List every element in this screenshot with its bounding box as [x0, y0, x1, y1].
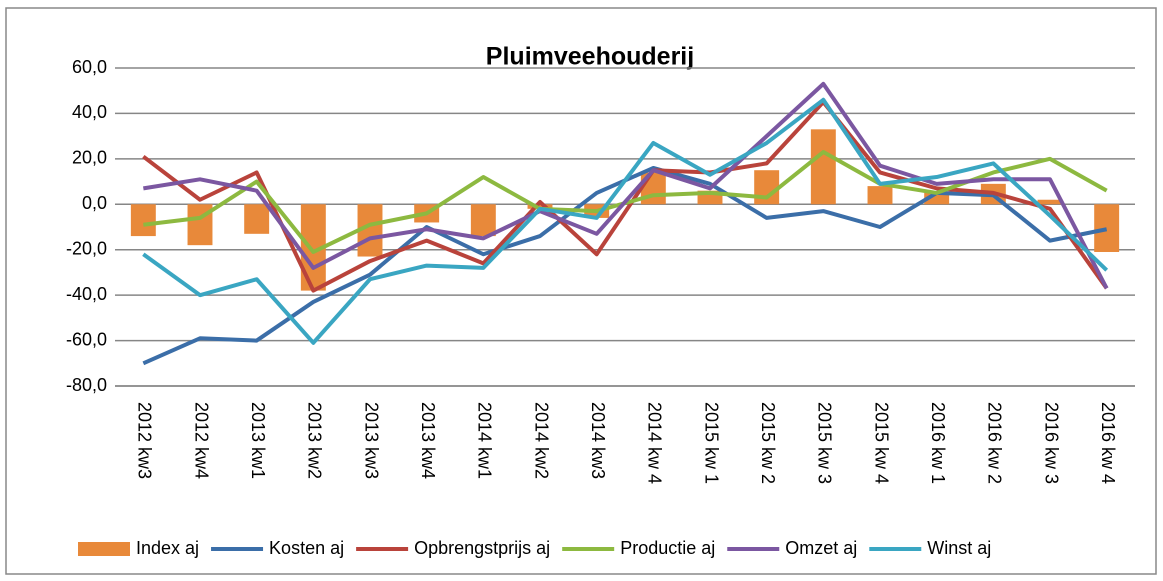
- y-tick-label: 0,0: [82, 193, 107, 213]
- chart-title: Pluimveehouderij: [486, 43, 694, 71]
- legend-label: Winst aj: [927, 538, 991, 558]
- bar: [810, 129, 836, 205]
- line: [142, 97, 1109, 345]
- x-tick-label: 2016 kw 3: [1041, 402, 1061, 484]
- y-tick-label: -40,0: [66, 284, 107, 304]
- y-tick-label: -80,0: [66, 375, 107, 395]
- x-tick-label: 2015 kw 3: [815, 402, 835, 484]
- x-tick-label: 2015 kw 1: [701, 402, 721, 484]
- x-tick-label: 2013 kw1: [248, 402, 268, 479]
- y-tick-label: 60,0: [72, 57, 107, 77]
- x-tick-label: 2016 kw 2: [985, 402, 1005, 484]
- x-tick-label: 2012 kw4: [191, 402, 211, 479]
- x-tick-label: 2014 kw2: [531, 402, 551, 479]
- y-tick-label: -20,0: [66, 238, 107, 258]
- x-tick-label: 2016 kw 4: [1098, 402, 1118, 484]
- y-tick-label: 20,0: [72, 148, 107, 168]
- x-tick-label: 2012 kw3: [135, 402, 155, 479]
- x-tick-label: 2016 kw 1: [928, 402, 948, 484]
- chart-frame: [5, 7, 1157, 575]
- bar: [924, 192, 950, 205]
- x-tick-label: 2014 kw3: [588, 402, 608, 479]
- x-tick-label: 2015 kw 2: [758, 402, 778, 484]
- legend-label: Kosten aj: [269, 538, 344, 558]
- legend-label: Omzet aj: [785, 538, 857, 558]
- legend-swatch: [78, 542, 130, 556]
- bar: [470, 204, 496, 237]
- line: [143, 81, 1109, 290]
- x-tick-label: 2014 kw 4: [645, 402, 665, 484]
- bar: [244, 204, 270, 234]
- legend-label: Index aj: [136, 538, 199, 558]
- y-tick-label: -60,0: [66, 329, 107, 349]
- y-tick-label: 40,0: [72, 102, 107, 122]
- bar: [867, 186, 893, 205]
- x-tick-label: 2013 kw2: [305, 402, 325, 479]
- legend-label: Productie aj: [620, 538, 715, 558]
- x-tick-label: 2014 kw1: [475, 402, 495, 479]
- bar: [1094, 204, 1120, 252]
- x-tick-label: 2015 kw 4: [871, 402, 891, 484]
- x-tick-label: 2013 kw4: [418, 402, 438, 479]
- legend-label: Opbrengstprijs aj: [414, 538, 550, 558]
- bar: [130, 204, 156, 237]
- x-tick-label: 2013 kw3: [361, 402, 381, 479]
- bar: [1037, 199, 1063, 205]
